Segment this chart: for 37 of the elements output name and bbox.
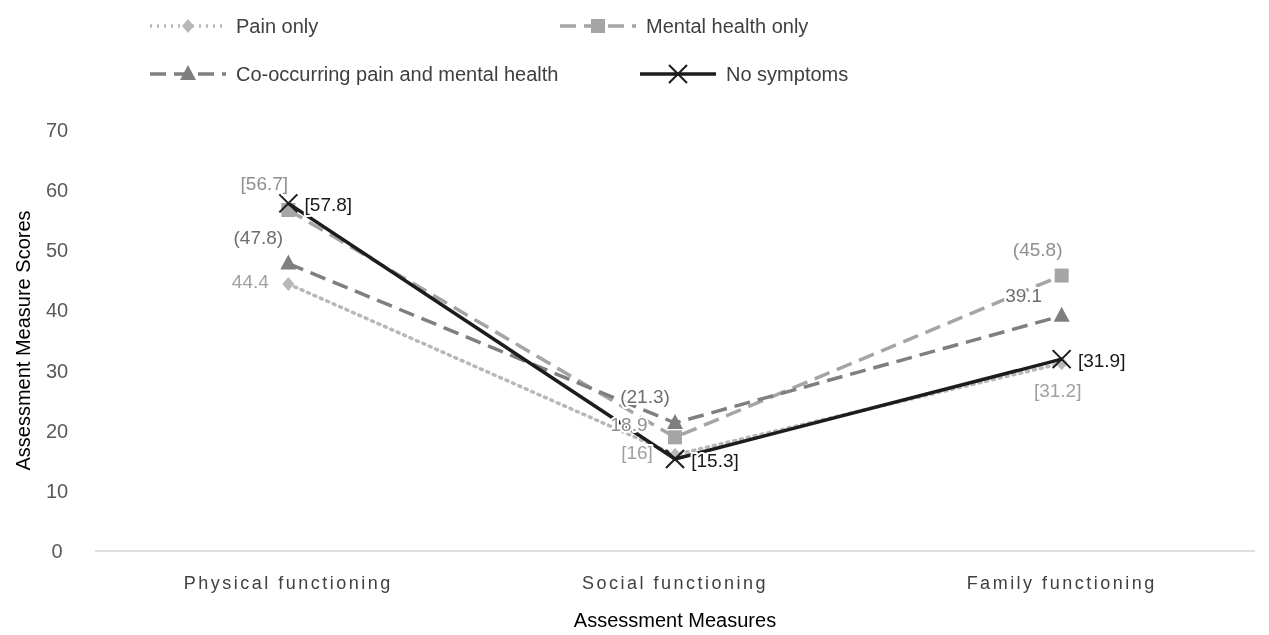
y-tick-label: 60 — [45, 179, 69, 202]
data-label: 44.4 — [231, 270, 270, 292]
data-label: [31.9] — [1077, 350, 1126, 372]
y-tick-label: 30 — [45, 359, 69, 382]
data-label: 39.1 — [1005, 284, 1043, 306]
legend-label: No symptoms — [726, 63, 849, 85]
y-tick-label: 20 — [45, 419, 69, 442]
legend-label: Pain only — [236, 15, 319, 37]
y-tick-label: 50 — [45, 239, 69, 262]
point — [668, 430, 682, 445]
point — [1054, 268, 1069, 283]
point — [667, 413, 683, 429]
y-tick-label: 10 — [45, 479, 69, 502]
data-label: [15.3] — [691, 449, 739, 471]
data-label: (21.3) — [620, 385, 670, 407]
y-axis-title: Assessment Measure Scores — [12, 210, 34, 471]
data-label: [56.7] — [240, 172, 289, 194]
data-label: [57.8] — [304, 194, 353, 216]
data-label: (47.8) — [233, 226, 284, 248]
x-axis-title: Assessment Measures — [573, 609, 777, 631]
point — [278, 193, 299, 214]
data-label: [16] — [621, 441, 653, 463]
legend-label: Mental health only — [646, 15, 809, 37]
point — [1053, 306, 1070, 322]
y-tick-label: 0 — [51, 540, 63, 562]
point — [282, 276, 295, 291]
point — [665, 448, 685, 469]
x-tick-label: Social functioning — [581, 573, 769, 593]
data-label: [31.2] — [1033, 380, 1082, 402]
y-tick-label: 70 — [45, 119, 69, 141]
legend-label: Co-occurring pain and mental health — [236, 63, 559, 85]
point — [1051, 349, 1072, 370]
y-tick-label: 40 — [45, 299, 69, 322]
data-label: (45.8) — [1012, 238, 1063, 260]
x-tick-label: Physical functioning — [183, 573, 393, 593]
point — [280, 254, 297, 270]
x-tick-label: Family functioning — [966, 573, 1157, 593]
